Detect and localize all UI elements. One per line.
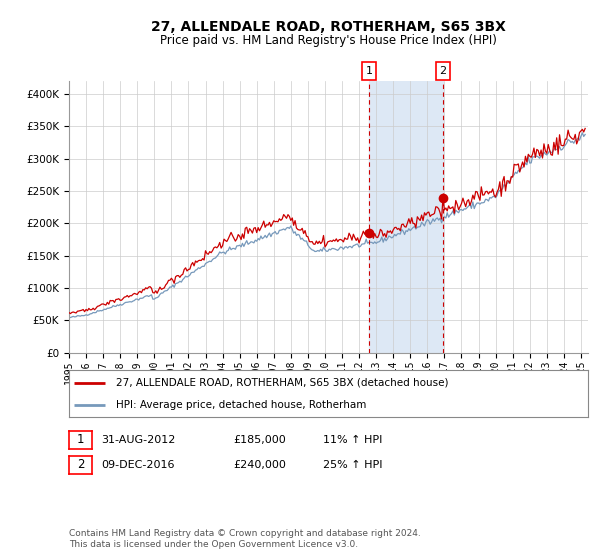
Text: £185,000: £185,000 (233, 435, 286, 445)
Text: 1: 1 (77, 433, 84, 446)
Text: 25% ↑ HPI: 25% ↑ HPI (323, 460, 382, 470)
Bar (369, 81, 443, 353)
Text: Price paid vs. HM Land Registry's House Price Index (HPI): Price paid vs. HM Land Registry's House … (160, 34, 497, 46)
Text: 27, ALLENDALE ROAD, ROTHERHAM, S65 3BX (detached house): 27, ALLENDALE ROAD, ROTHERHAM, S65 3BX (… (116, 378, 448, 388)
Text: Contains HM Land Registry data © Crown copyright and database right 2024.
This d: Contains HM Land Registry data © Crown c… (69, 529, 421, 549)
Text: 09-DEC-2016: 09-DEC-2016 (101, 460, 174, 470)
Text: £240,000: £240,000 (233, 460, 286, 470)
Text: 27, ALLENDALE ROAD, ROTHERHAM, S65 3BX: 27, ALLENDALE ROAD, ROTHERHAM, S65 3BX (151, 20, 506, 34)
Text: 1: 1 (365, 66, 373, 76)
Text: HPI: Average price, detached house, Rotherham: HPI: Average price, detached house, Roth… (116, 400, 366, 410)
Text: 11% ↑ HPI: 11% ↑ HPI (323, 435, 382, 445)
Text: 2: 2 (77, 458, 84, 472)
Text: 2: 2 (439, 66, 446, 76)
Text: 31-AUG-2012: 31-AUG-2012 (101, 435, 175, 445)
